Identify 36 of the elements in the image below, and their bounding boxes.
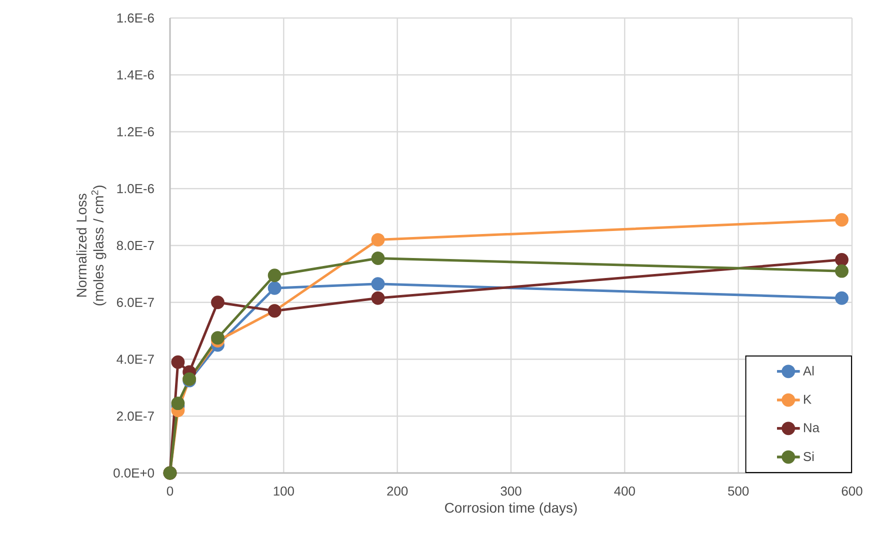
x-tick-label: 500 [728,486,749,496]
x-tick-label: 100 [274,486,294,496]
legend-label: Si [804,452,814,462]
point [835,264,848,278]
x-axis-title: Corrosion time (days) [445,502,577,516]
point [371,252,385,266]
point [211,331,224,345]
y-tick-label: 1.2E-6 [117,127,154,136]
y-tick-label: 8.0E-7 [116,240,154,250]
x-tick-label: 400 [614,486,635,496]
point [371,233,385,247]
y-tick-label: 6.0E-7 [116,298,154,307]
x-tick-label: 600 [842,486,862,496]
y-tick-label: 1.6E-6 [117,13,154,23]
point [171,355,185,369]
x-tick-label: 0 [166,486,174,496]
point [835,213,848,227]
y-axis-title: Normalized Loss (moles glass / cm$^{2}$) [76,186,106,306]
legend-label: Na [804,423,820,432]
point [211,296,224,310]
y-tick-label: 2.0E-7 [116,412,154,421]
x-tick-label: 200 [387,486,408,496]
point [171,396,185,410]
point [835,252,848,266]
y-tick-label: 4.0E-7 [116,354,154,364]
point [371,291,385,305]
x-tick-label: 300 [500,486,522,496]
y-tick-label: 1.4E-6 [117,70,154,80]
point [835,291,848,305]
y-tick-label: 1.0E-6 [117,184,154,194]
point [268,268,282,282]
legend-label: K [804,394,812,404]
legend-label: Al [802,366,814,376]
point [268,281,282,295]
y-tick-label: 0.0E+0 [114,468,154,478]
point [371,277,385,291]
